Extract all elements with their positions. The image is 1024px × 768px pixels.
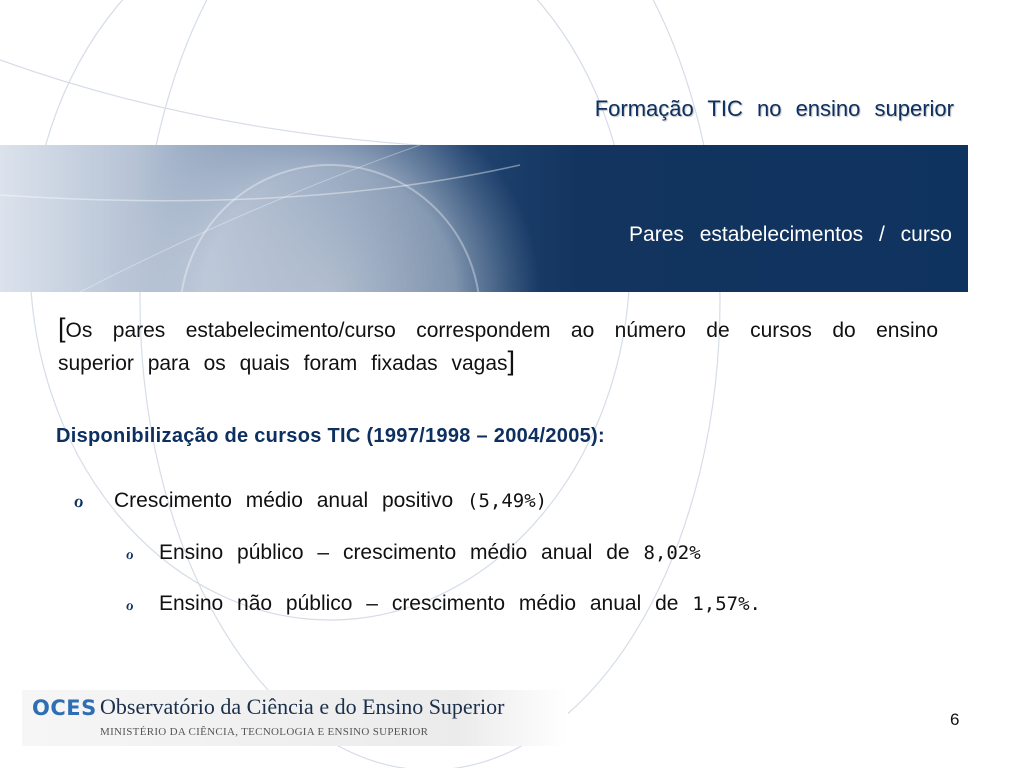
bullet-item: ℴ Crescimento médio anual positivo (5,49%… bbox=[74, 488, 547, 513]
bullet-text: Ensino público – crescimento médio anual… bbox=[159, 541, 630, 564]
bullet-value: 1,57%. bbox=[692, 593, 761, 615]
logo-ministry: MINISTÉRIO DA CIÊNCIA, TECNOLOGIA E ENSI… bbox=[100, 726, 429, 738]
close-bracket: ] bbox=[507, 346, 516, 376]
band-swoosh bbox=[0, 145, 540, 292]
definition-text: [Os pares estabelecimento/curso correspo… bbox=[58, 313, 938, 379]
slide-title: Formação TIC no ensino superior bbox=[594, 96, 954, 121]
bullet-marker-icon: ℴ bbox=[126, 597, 134, 614]
bullet-marker-icon: ℴ bbox=[74, 490, 84, 512]
slide-subtitle: Pares estabelecimentos / curso bbox=[629, 223, 952, 246]
logo-name: Observatório da Ciência e do Ensino Supe… bbox=[100, 694, 505, 719]
open-bracket: [ bbox=[58, 313, 66, 343]
bullet-marker-icon: ℴ bbox=[126, 546, 134, 563]
section-heading: Disponibilização de cursos TIC (1997/199… bbox=[56, 425, 605, 447]
sub-bullet-item: ℴ Ensino público – crescimento médio anua… bbox=[126, 541, 701, 565]
definition-body: Os pares estabelecimento/curso correspon… bbox=[58, 319, 938, 375]
page-number: 6 bbox=[950, 710, 960, 729]
oces-logo: OCES Observatório da Ciência e do Ensino… bbox=[22, 690, 568, 746]
bullet-text: Crescimento médio anual positivo bbox=[114, 489, 454, 512]
sub-bullet-item: ℴ Ensino não público – crescimento médio … bbox=[126, 592, 761, 616]
header-band: Pares estabelecimentos / curso bbox=[0, 145, 968, 292]
bullet-text: Ensino não público – crescimento médio a… bbox=[159, 592, 679, 615]
bullet-value: 8,02% bbox=[643, 542, 701, 564]
logo-acronym: OCES bbox=[32, 696, 97, 720]
bullet-value: (5,49%) bbox=[467, 490, 548, 512]
